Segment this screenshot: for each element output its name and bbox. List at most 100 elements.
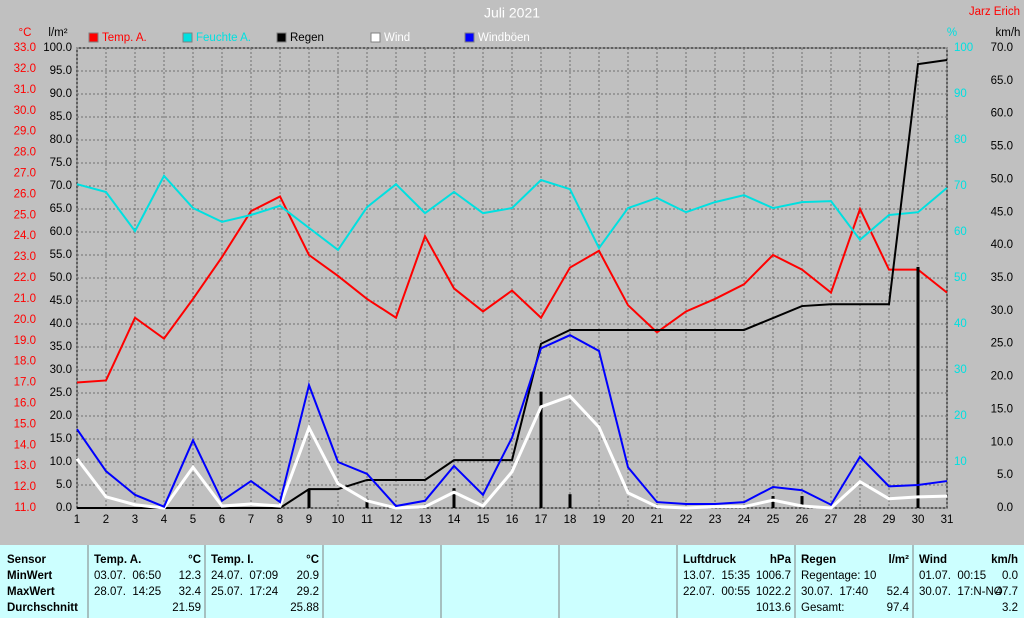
x-tick-label: 31: [941, 514, 954, 526]
y-tick-label: 13.0: [14, 460, 36, 472]
y-tick-label: 28.0: [14, 147, 36, 159]
column-header: Temp. I.: [211, 554, 254, 566]
cell-text: 30.07. 17:N-NO: [919, 586, 1003, 598]
y-tick-label: 5.0: [997, 469, 1013, 481]
x-tick-label: 27: [825, 514, 838, 526]
x-tick-label: 25: [767, 514, 780, 526]
y-tick-label: 10: [954, 456, 967, 468]
y-tick-label: 70.0: [991, 42, 1013, 54]
y-tick-label: 26.0: [14, 188, 36, 200]
column-unit: hPa: [770, 554, 792, 566]
y-tick-label: 29.0: [14, 126, 36, 138]
column-header: Luftdruck: [683, 554, 737, 566]
x-tick-label: 24: [738, 514, 751, 526]
y-tick-label: 21.0: [14, 293, 36, 305]
y-tick-label: 19.0: [14, 335, 36, 347]
x-tick-label: 28: [854, 514, 867, 526]
series-line: [76, 195, 948, 384]
y-tick-label: 15.0: [50, 433, 72, 445]
column-unit: l/m²: [889, 554, 910, 566]
legend-label: Regen: [290, 32, 324, 44]
cell-value: 97.4: [887, 602, 910, 614]
y-tick-label: 60.0: [50, 226, 72, 238]
y-tick-label: 75.0: [50, 157, 72, 169]
y-tick-label: 55.0: [991, 141, 1013, 153]
y-tick-label: 50: [954, 272, 967, 284]
column-unit: °C: [306, 554, 319, 566]
row-label: Sensor: [7, 554, 47, 566]
rain-bar: [452, 488, 456, 508]
x-tick-label: 11: [361, 514, 373, 526]
column-header: Temp. A.: [94, 554, 141, 566]
cell-value: 12.3: [179, 570, 201, 582]
cell-value: 32.4: [179, 586, 202, 598]
cell-text: 28.07. 14:25: [94, 586, 161, 598]
y-tick-label: 80: [954, 134, 967, 146]
y-tick-label: 65.0: [50, 203, 72, 215]
x-tick-label: 23: [709, 514, 722, 526]
x-tick-label: 30: [912, 514, 925, 526]
x-tick-label: 2: [103, 514, 109, 526]
x-tick-label: 7: [248, 514, 254, 526]
rain-bar: [568, 494, 572, 508]
y-tick-label: 18.0: [14, 356, 36, 368]
y-tick-label: 11.0: [14, 502, 36, 514]
y-tick-label: 80.0: [50, 134, 72, 146]
y-tick-label: 45.0: [50, 295, 72, 307]
y-tick-label: 85.0: [50, 111, 72, 123]
axis-unit: °C: [19, 27, 32, 39]
y-tick-label: 27.0: [14, 167, 36, 179]
row-label: Durchschnitt: [7, 602, 78, 614]
x-tick-label: 20: [622, 514, 635, 526]
rain-bar: [771, 496, 775, 508]
y-tick-label: 40: [954, 318, 967, 330]
y-tick-label: 60: [954, 226, 967, 238]
y-tick-label: 95.0: [50, 65, 72, 77]
x-tick-label: 1: [74, 514, 80, 526]
cell-text: Gesamt:: [801, 602, 844, 614]
axis-unit: km/h: [996, 27, 1021, 39]
column-header: Wind: [919, 554, 947, 566]
column-header: Regen: [801, 554, 836, 566]
y-tick-label: 55.0: [50, 249, 72, 261]
rain-bar: [307, 489, 311, 508]
x-tick-label: 15: [477, 514, 490, 526]
x-tick-label: 12: [390, 514, 403, 526]
legend-swatch: [182, 32, 193, 43]
y-tick-label: 20.0: [14, 314, 36, 326]
cell-value: 52.4: [887, 586, 910, 598]
y-tick-label: 25.0: [50, 387, 72, 399]
legend-label: Feuchte A.: [196, 32, 251, 44]
legend-swatch: [370, 32, 381, 43]
y-tick-label: 30.0: [991, 305, 1013, 317]
y-tick-label: 100: [954, 42, 973, 54]
y-tick-label: 32.0: [14, 63, 36, 75]
y-tick-label: 40.0: [991, 239, 1013, 251]
rain-bar: [916, 266, 920, 508]
x-tick-label: 16: [506, 514, 519, 526]
y-tick-label: 30.0: [50, 364, 72, 376]
y-tick-label: 100.0: [43, 42, 72, 54]
y-tick-label: 20.0: [991, 371, 1013, 383]
cell-text: 22.07. 00:55: [683, 586, 750, 598]
x-tick-label: 17: [535, 514, 548, 526]
y-tick-label: 10.0: [50, 456, 72, 468]
table-bg: [0, 545, 1024, 618]
cell-value: 47.7: [996, 586, 1018, 598]
x-tick-label: 4: [161, 514, 168, 526]
x-tick-label: 29: [883, 514, 896, 526]
rain-bar: [800, 496, 804, 508]
y-tick-label: 12.0: [14, 481, 36, 493]
x-tick-label: 13: [419, 514, 432, 526]
rain-bar: [365, 498, 369, 508]
y-tick-label: 60.0: [991, 108, 1013, 120]
x-tick-label: 9: [306, 514, 312, 526]
cell-value: 1022.2: [756, 586, 791, 598]
y-tick-label: 14.0: [14, 439, 36, 451]
y-tick-label: 40.0: [50, 318, 72, 330]
axis-unit: l/m²: [48, 27, 67, 39]
x-tick-label: 14: [448, 514, 461, 526]
y-tick-label: 24.0: [14, 230, 36, 242]
